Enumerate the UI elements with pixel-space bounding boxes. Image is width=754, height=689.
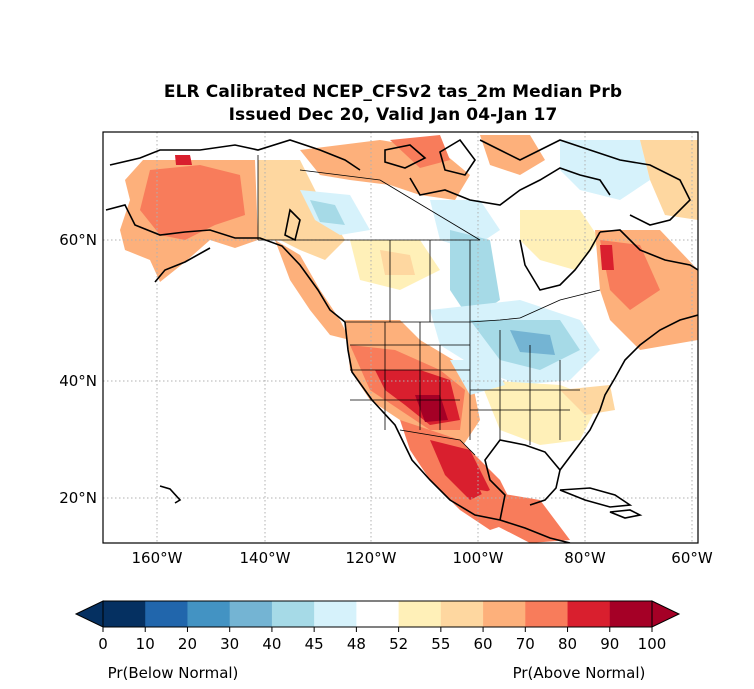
probability-shading — [120, 135, 698, 543]
colorbar-tick-label: 45 — [305, 635, 324, 653]
lon-label-120w: 120°W — [346, 549, 397, 567]
colorbar-tick-label: 30 — [220, 635, 239, 653]
lon-label-60w: 60°W — [671, 549, 713, 567]
colorbar-segment — [103, 601, 146, 627]
colorbar-frame — [102, 600, 653, 628]
colorbar-tick-label: 10 — [136, 635, 155, 653]
state-province-borders — [257, 155, 601, 456]
colorbar-segment — [145, 601, 188, 627]
coastlines — [105, 138, 698, 543]
map-title-line-2: Issued Dec 20, Valid Jan 04-Jan 17 — [228, 105, 558, 125]
colorbar-tick-label: 80 — [558, 635, 577, 653]
colorbar-tick-label: 0 — [98, 635, 108, 653]
colorbar-right-label: Pr(Above Normal) — [513, 664, 646, 682]
lon-label-100w: 100°W — [453, 549, 504, 567]
colorbar-left-label: Pr(Below Normal) — [108, 664, 239, 682]
colorbar-tick-label: 48 — [347, 635, 366, 653]
colorbar-tick-label: 40 — [262, 635, 281, 653]
colorbar-tick-label: 55 — [431, 635, 450, 653]
lon-label-140w: 140°W — [240, 549, 291, 567]
colorbar-tick-label: 52 — [389, 635, 408, 653]
colorbar-tick-label: 20 — [178, 635, 197, 653]
colorbar-segment — [271, 601, 315, 627]
lon-label-160w: 160°W — [132, 549, 183, 567]
colorbar-tick-label: 100 — [638, 635, 667, 653]
map-border — [102, 131, 699, 544]
colorbar-segment — [229, 601, 273, 627]
colorbar-under-arrow — [74, 600, 104, 628]
colorbar-segment — [483, 601, 526, 627]
colorbar-segment — [398, 601, 442, 627]
latitude-labels: 60°N 40°N 20°N — [59, 231, 97, 507]
longitude-labels: 160°W 140°W 120°W 100°W 80°W 60°W — [132, 549, 713, 567]
colorbar-segment — [567, 601, 611, 627]
colorbar: 0 10 20 30 40 45 48 52 55 60 70 80 90 100 Pr(Below No… — [74, 600, 681, 682]
lat-label-40n: 40°N — [59, 372, 97, 390]
colorbar-segment — [609, 601, 653, 627]
colorbar-segment — [525, 601, 568, 627]
colorbar-tick-label: 90 — [600, 635, 619, 653]
map-area — [103, 132, 698, 543]
lat-label-60n: 60°N — [59, 231, 97, 249]
colorbar-tick-label: 60 — [474, 635, 493, 653]
lat-label-20n: 20°N — [59, 489, 97, 507]
colorbar-segment — [440, 601, 484, 627]
colorbar-over-arrow — [651, 600, 681, 628]
lon-label-80w: 80°W — [564, 549, 606, 567]
colorbar-tick-label: 70 — [516, 635, 535, 653]
map-title-line-1: ELR Calibrated NCEP_CFSv2 tas_2m Median … — [163, 82, 623, 102]
colorbar-segment — [187, 601, 230, 627]
colorbar-segment — [356, 601, 399, 627]
colorbar-segment — [314, 601, 357, 627]
